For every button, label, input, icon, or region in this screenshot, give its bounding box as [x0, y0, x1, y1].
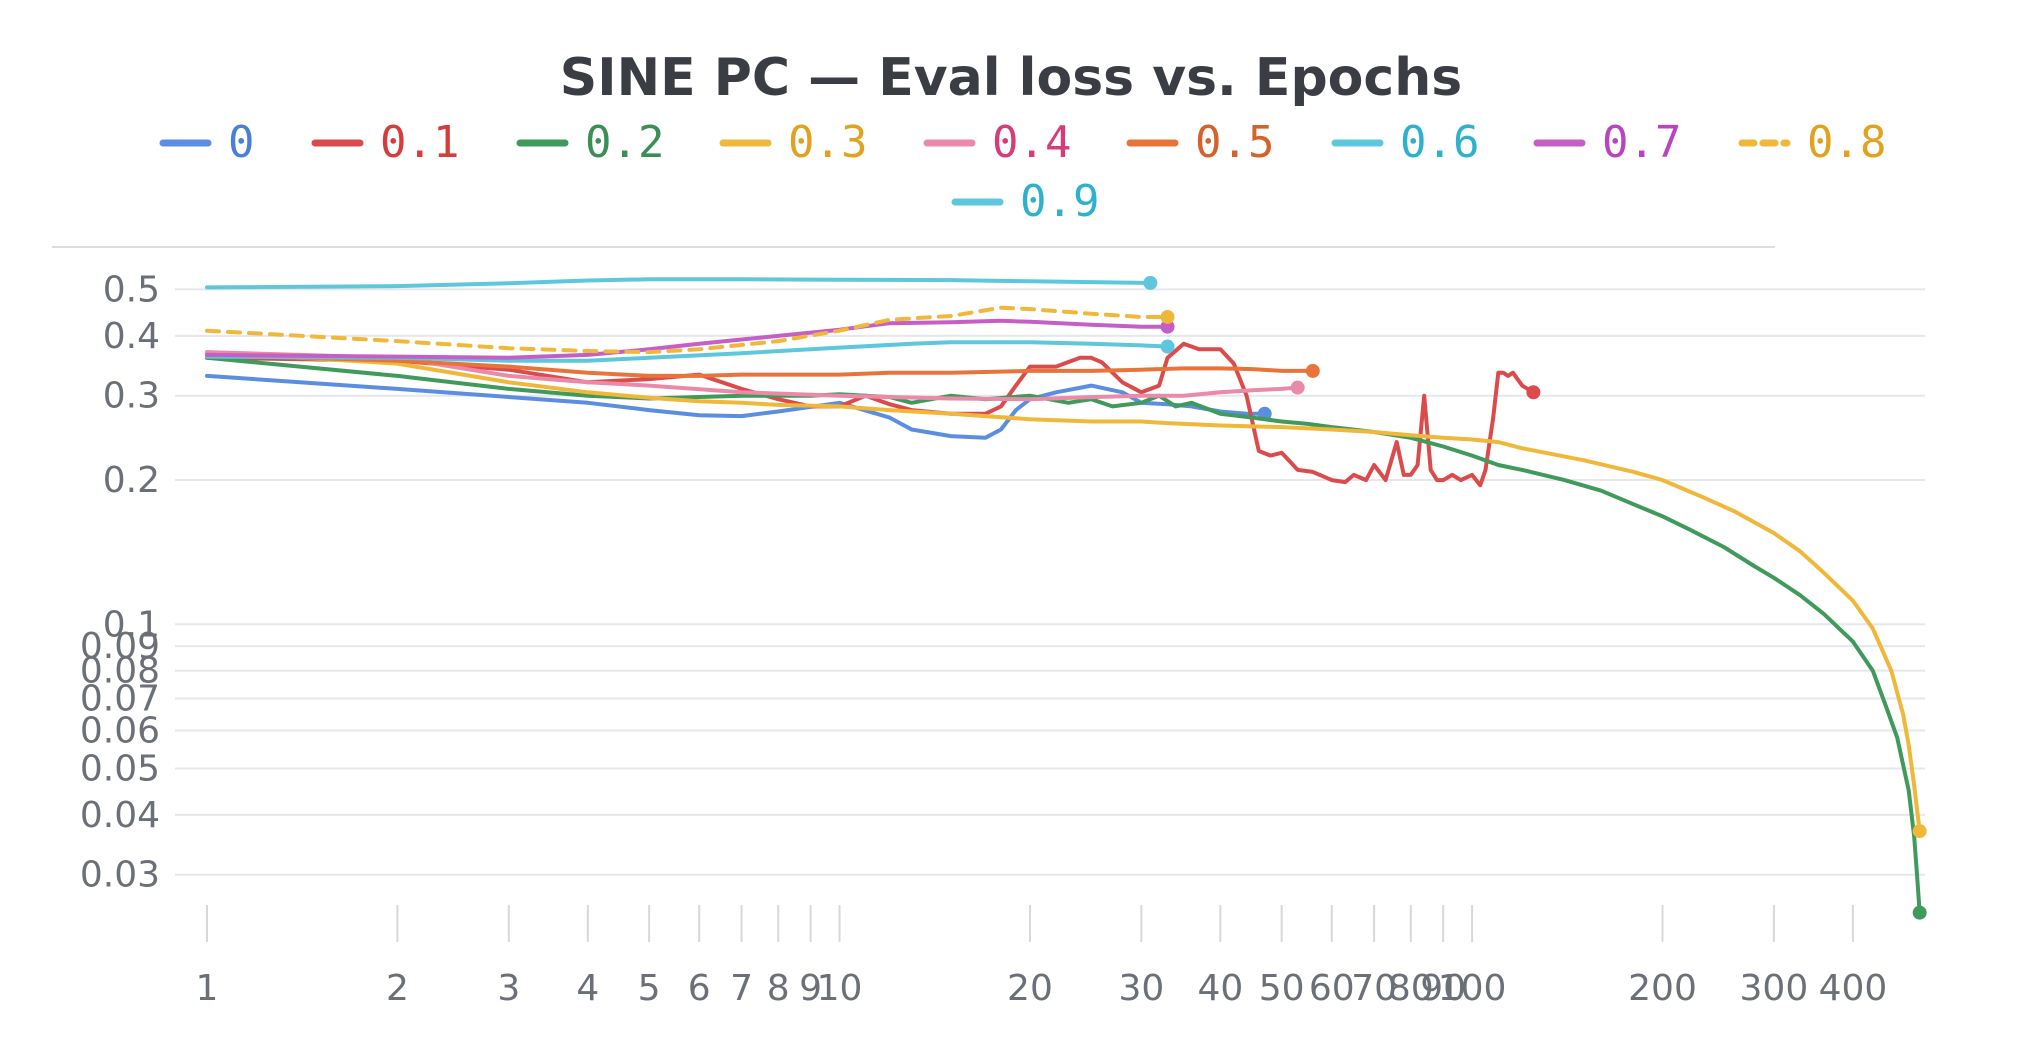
x-tick-label: 90	[1420, 968, 1466, 1009]
series-line-0.8[interactable]	[205, 305, 1170, 355]
series-end-marker-0.4[interactable]	[1290, 380, 1305, 395]
legend-label: 0.5	[1195, 117, 1274, 168]
series-end-marker-0.8[interactable]	[1160, 309, 1175, 324]
x-tick-label: 3	[497, 968, 520, 1009]
x-tick-label: 100	[1438, 968, 1507, 1009]
plot-area	[205, 275, 1927, 920]
y-tick-label: 0.08	[80, 651, 160, 692]
x-tick-label: 80	[1388, 968, 1434, 1009]
x-tick-label: 8	[767, 968, 790, 1009]
legend-label: 0.7	[1602, 117, 1681, 168]
x-tick-label: 200	[1628, 968, 1697, 1009]
y-tick-label: 0.4	[103, 316, 160, 357]
x-tick-label: 70	[1351, 968, 1397, 1009]
series-end-marker-0.9[interactable]	[1143, 275, 1158, 290]
legend-label: 0.9	[1020, 176, 1099, 227]
x-tick-label: 9	[799, 968, 822, 1009]
x-tick-label: 30	[1118, 968, 1164, 1009]
y-tick-label: 0.06	[80, 711, 160, 752]
grid	[175, 288, 1925, 876]
legend-item-0[interactable]: 0	[159, 117, 255, 168]
legend-item-0.6[interactable]: 0.6	[1331, 117, 1479, 168]
y-tick-label: 0.04	[80, 795, 160, 836]
series-end-marker-0.1[interactable]	[1526, 385, 1541, 400]
legend-label: 0.2	[585, 117, 664, 168]
legend-label: 0.6	[1400, 117, 1479, 168]
series-end-marker-0.2[interactable]	[1912, 905, 1927, 920]
series-line-0.5[interactable]	[205, 352, 1315, 378]
chart-title: SINE PC — Eval loss vs. Epochs	[559, 48, 1463, 108]
x-tick-label: 2	[386, 968, 409, 1009]
y-tick-label: 0.1	[103, 604, 160, 645]
series-line-0.2[interactable]	[205, 355, 1922, 915]
x-tick-label: 40	[1197, 968, 1243, 1009]
legend-item-0.7[interactable]: 0.7	[1533, 117, 1681, 168]
legend-label: 0.1	[380, 117, 459, 168]
legend-item-0.4[interactable]: 0.4	[923, 117, 1071, 168]
x-tick-label: 300	[1740, 968, 1809, 1009]
legend-item-0.5[interactable]: 0.5	[1126, 117, 1274, 168]
legend-item-0.8[interactable]: 0.8	[1738, 117, 1886, 168]
legend-label: 0.8	[1807, 117, 1886, 168]
legend-label: 0	[228, 117, 255, 168]
x-tick-label: 400	[1819, 968, 1888, 1009]
series-line-0.3[interactable]	[205, 350, 1922, 834]
legend: 0 0.1 0.2 0.3 0.4 0.5 0.6 0.7 0.8 0.9	[159, 117, 1886, 227]
legend-label: 0.3	[788, 117, 867, 168]
y-axis: 0.5 0.4 0.3 0.2 0.10.090.080.070.060.05 0.04 0…	[80, 269, 160, 895]
x-tick-label: 60	[1309, 968, 1355, 1009]
x-tick-label: 20	[1007, 968, 1053, 1009]
series-end-marker-0.3[interactable]	[1912, 824, 1927, 839]
y-tick-label: 0.2	[103, 460, 160, 501]
series-line-0.4[interactable]	[205, 350, 1300, 402]
y-tick-label: 0.09	[80, 626, 160, 667]
y-tick-label: 0.5	[103, 269, 160, 310]
x-tick-label: 1	[196, 968, 219, 1009]
y-tick-label: 0.07	[80, 678, 160, 719]
x-tick-label: 10	[817, 968, 863, 1009]
x-tick-label: 6	[688, 968, 711, 1009]
x-tick-label: 5	[638, 968, 661, 1009]
y-tick-label: 0.3	[103, 376, 160, 417]
series-end-marker-0.7[interactable]	[1160, 319, 1175, 334]
x-tick-label: 7	[730, 968, 753, 1009]
legend-item-0.3[interactable]: 0.3	[719, 117, 867, 168]
x-tick-label: 4	[576, 968, 599, 1009]
series-line-0.9[interactable]	[205, 277, 1153, 290]
legend-item-0.1[interactable]: 0.1	[311, 117, 459, 168]
legend-item-0.2[interactable]: 0.2	[516, 117, 664, 168]
y-tick-label: 0.05	[80, 748, 160, 789]
series-line-0.7[interactable]	[205, 318, 1170, 360]
legend-item-0.9[interactable]: 0.9	[951, 176, 1099, 227]
series-line-0.6[interactable]	[205, 340, 1170, 363]
y-tick-label: 0.03	[80, 855, 160, 896]
x-tick-label: 50	[1259, 968, 1305, 1009]
series-end-marker-0.6[interactable]	[1160, 339, 1175, 354]
series-end-marker-0.5[interactable]	[1305, 363, 1320, 378]
legend-label: 0.4	[992, 117, 1071, 168]
